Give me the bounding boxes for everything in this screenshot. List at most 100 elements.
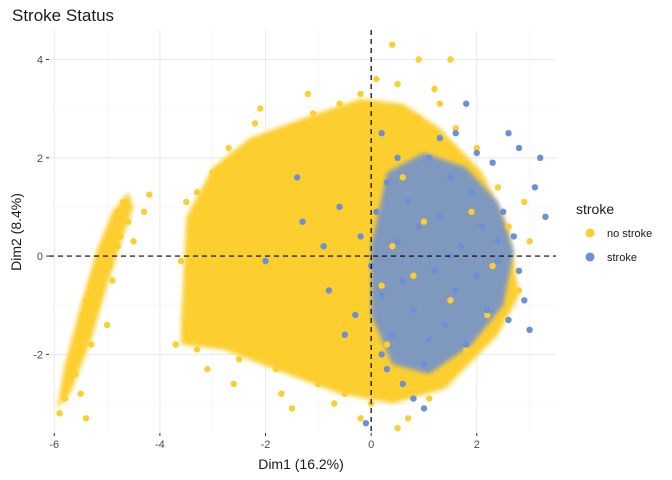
legend-label: stroke (607, 252, 637, 264)
point-stroke (463, 100, 470, 107)
point-no-stroke (88, 341, 95, 348)
point-no-stroke (114, 208, 121, 215)
point-stroke (420, 405, 428, 412)
point-no-stroke (109, 223, 116, 230)
point-stroke (436, 213, 443, 220)
point-no-stroke (383, 341, 391, 348)
point-stroke (457, 243, 465, 250)
point-no-stroke (325, 179, 333, 186)
point-stroke (473, 272, 480, 279)
point-stroke (420, 361, 428, 368)
point-no-stroke (114, 243, 121, 250)
point-no-stroke (505, 223, 512, 230)
point-no-stroke (394, 80, 401, 88)
point-no-stroke (431, 85, 438, 93)
point-no-stroke (106, 262, 113, 270)
point-stroke (341, 331, 348, 338)
point-no-stroke (230, 380, 237, 388)
point-no-stroke (85, 316, 92, 324)
x-tick-label: -6 (49, 439, 59, 451)
point-stroke (478, 223, 486, 230)
legend-label: no stroke (607, 228, 652, 240)
point-stroke (415, 223, 422, 230)
point-no-stroke (66, 375, 74, 383)
point-stroke (468, 189, 475, 196)
y-tick-label: 4 (37, 54, 43, 66)
point-no-stroke (346, 346, 354, 353)
point-stroke (394, 238, 401, 245)
point-no-stroke (399, 174, 406, 181)
point-stroke (426, 154, 433, 161)
y-axis-title: Dim2 (8.4%) (8, 193, 24, 271)
point-no-stroke (278, 390, 285, 397)
point-stroke (505, 130, 512, 137)
point-no-stroke (526, 238, 533, 245)
point-stroke (505, 316, 512, 324)
point-no-stroke (515, 287, 523, 294)
point-stroke (510, 233, 517, 240)
stroke-cloud (371, 152, 514, 375)
point-no-stroke (373, 75, 380, 83)
point-no-stroke (204, 365, 211, 373)
point-no-stroke (389, 243, 396, 250)
point-stroke (526, 326, 533, 333)
point-no-stroke (251, 292, 259, 299)
point-no-stroke (82, 415, 90, 422)
point-no-stroke (283, 331, 290, 338)
point-no-stroke (473, 144, 480, 152)
point-no-stroke (331, 400, 338, 407)
point-stroke (531, 184, 539, 191)
point-no-stroke (389, 41, 396, 48)
x-tick-label: 0 (368, 439, 374, 451)
point-no-stroke (452, 125, 459, 132)
point-no-stroke (463, 346, 470, 353)
point-no-stroke (294, 262, 301, 270)
reference-lines (49, 30, 556, 433)
point-no-stroke (315, 238, 322, 245)
y-tick-label: 2 (37, 153, 43, 165)
point-no-stroke (426, 395, 433, 402)
point-stroke (463, 341, 470, 348)
point-stroke (352, 311, 359, 319)
point-stroke (399, 380, 406, 388)
point-no-stroke (257, 105, 264, 112)
tick-labels: -6 -4 -2 0 2 -2 0 2 4 (33, 54, 480, 451)
chart-title: Stroke Status (12, 6, 114, 25)
y-tick-label: -2 (33, 349, 43, 361)
point-no-stroke (246, 203, 253, 211)
point-stroke (426, 336, 433, 343)
point-stroke (399, 277, 406, 284)
point-no-stroke (346, 208, 354, 215)
legend-title: stroke (576, 201, 614, 217)
point-no-stroke (146, 191, 153, 198)
point-stroke (494, 257, 502, 265)
point-stroke (489, 159, 496, 166)
point-stroke (410, 306, 417, 314)
point-no-stroke (288, 125, 296, 132)
point-no-stroke (410, 272, 417, 279)
legend-key-stroke (585, 252, 595, 262)
point-stroke (262, 257, 269, 265)
point-no-stroke (88, 282, 95, 289)
point-no-stroke (117, 233, 124, 240)
point-no-stroke (362, 184, 370, 191)
point-no-stroke (357, 415, 364, 422)
y-tick-label: 0 (37, 251, 43, 263)
point-no-stroke (80, 311, 87, 319)
point-no-stroke (93, 267, 100, 274)
point-stroke (500, 208, 507, 215)
point-stroke (394, 154, 401, 161)
point-no-stroke (315, 380, 322, 388)
point-no-stroke (394, 424, 401, 432)
point-no-stroke (251, 120, 259, 127)
point-stroke (436, 134, 443, 142)
point-no-stroke (241, 316, 248, 324)
point-no-stroke (72, 351, 79, 358)
point-no-stroke (325, 370, 333, 378)
point-no-stroke (320, 302, 327, 309)
point-no-stroke (404, 415, 412, 422)
point-no-stroke (188, 243, 195, 250)
point-no-stroke (262, 134, 269, 142)
point-no-stroke (183, 198, 190, 206)
